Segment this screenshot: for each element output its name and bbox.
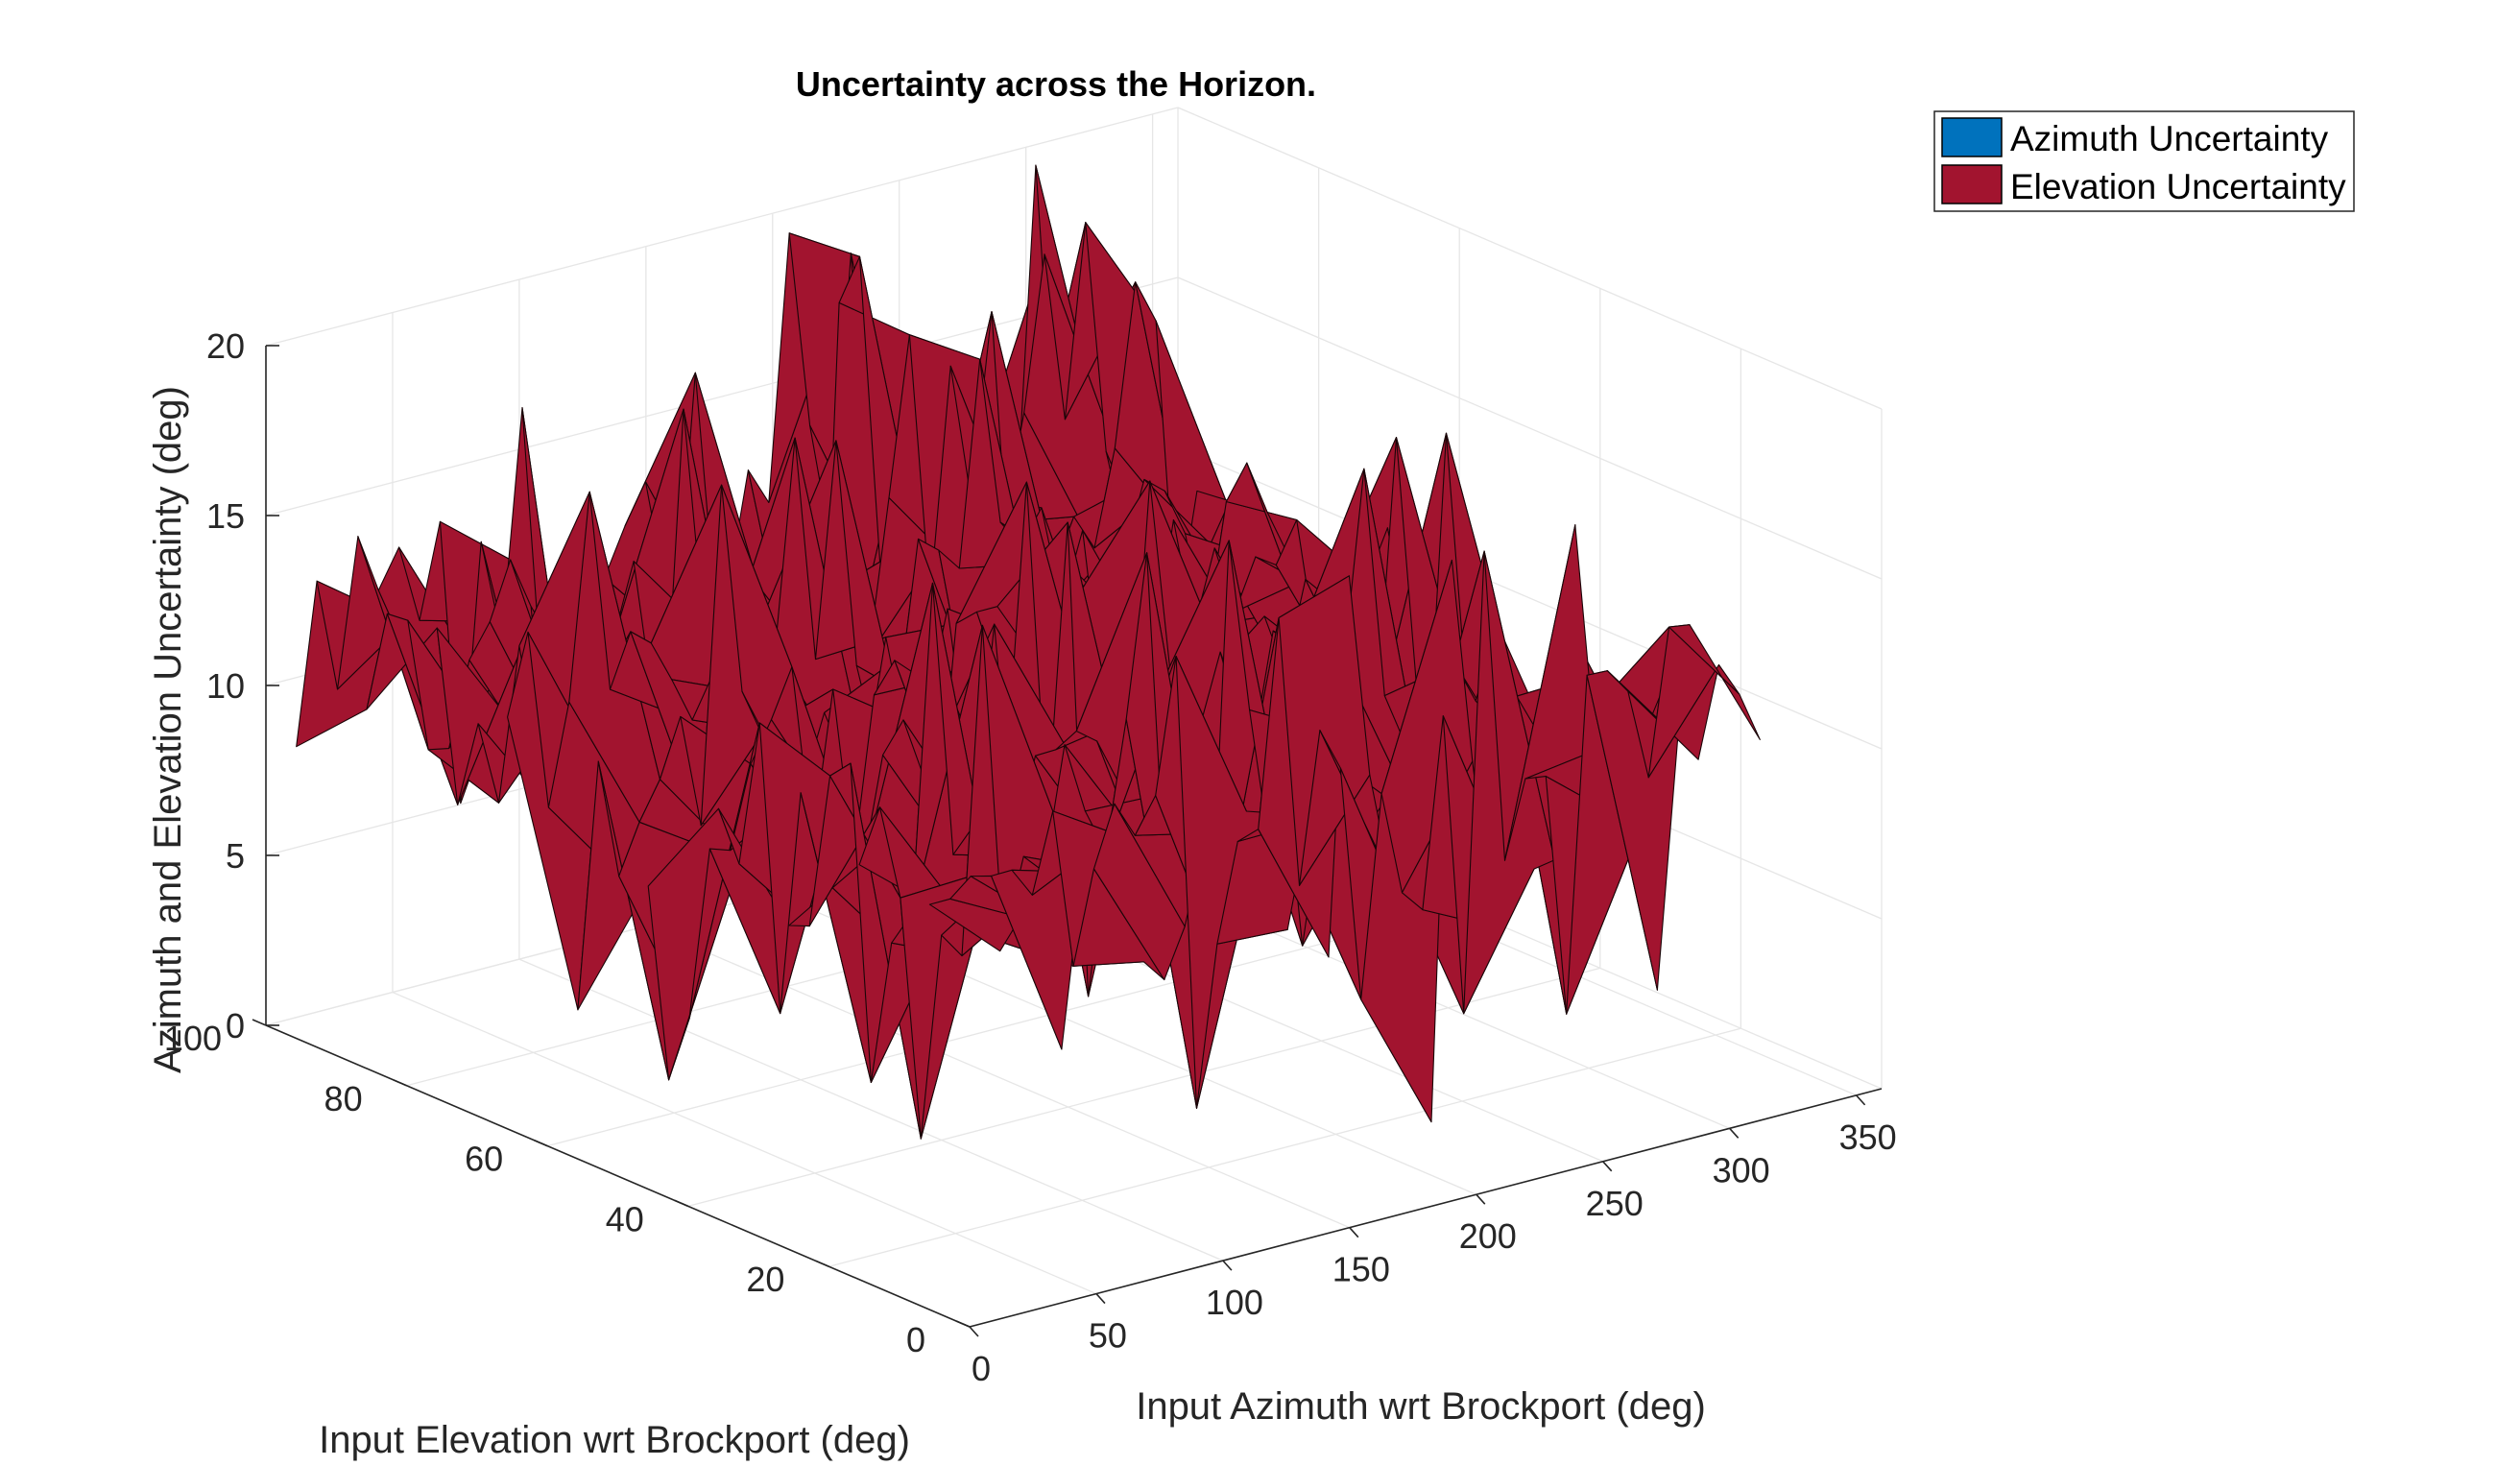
y-tick-label: 0 <box>906 1320 925 1359</box>
chart-title: Uncertainty across the Horizon. <box>796 64 1316 104</box>
z-tick-label: 10 <box>206 666 245 706</box>
grid-line-x-floor <box>645 925 1351 1229</box>
y-tick-mark <box>955 1320 971 1328</box>
x-tick-label: 250 <box>1586 1184 1644 1223</box>
x-tick-label: 50 <box>1089 1316 1127 1356</box>
x-tick-label: 100 <box>1206 1283 1263 1322</box>
y-axis-line <box>265 1024 971 1328</box>
grid-line-x-floor <box>392 991 1097 1295</box>
grid-line-y-floor <box>828 1027 1741 1267</box>
y-tick-mark <box>815 1260 829 1267</box>
y-tick-label: 80 <box>324 1079 363 1118</box>
x-tick-mark <box>1602 1161 1613 1172</box>
y-tick-mark <box>393 1079 407 1087</box>
y-tick-label: 40 <box>606 1199 644 1238</box>
x-tick-mark <box>1349 1227 1359 1238</box>
y-tick-label: 100 <box>164 1019 222 1058</box>
grid-line-z-side <box>1177 107 1883 410</box>
grid-line-z-side <box>1177 446 1883 750</box>
x-tick-label: 0 <box>972 1349 991 1388</box>
legend-label-azimuth: Azimuth Uncertainty <box>2010 119 2329 158</box>
legend-swatch-azimuth <box>1941 117 2003 157</box>
y-axis-label: Input Elevation wrt Brockport (deg) <box>319 1419 910 1461</box>
y-tick-mark <box>533 1139 548 1147</box>
grid-line-z-side <box>1177 276 1883 580</box>
z-tick-label: 0 <box>226 1006 245 1045</box>
x-axis-label: Input Azimuth wrt Brockport (deg) <box>1136 1385 1706 1428</box>
x-tick-label: 200 <box>1459 1216 1517 1256</box>
x-tick-mark <box>1476 1193 1486 1205</box>
surface-patch <box>1668 624 1761 740</box>
surface-plot <box>296 164 1761 1140</box>
x-tick-label: 350 <box>1839 1118 1897 1157</box>
x-tick-mark <box>1095 1293 1106 1305</box>
z-tick-label: 20 <box>206 326 245 366</box>
x-tick-label: 300 <box>1713 1150 1770 1190</box>
y-tick-mark <box>252 1019 267 1026</box>
y-tick-mark <box>674 1199 689 1208</box>
x-axis-line <box>969 1088 1883 1328</box>
x-tick-mark <box>1729 1127 1740 1139</box>
z-tick-label: 15 <box>206 496 245 536</box>
x-tick-mark <box>1222 1260 1233 1271</box>
legend-swatch-elevation <box>1941 164 2003 204</box>
grid-line-y-floor <box>687 967 1600 1208</box>
grid-line-x-floor <box>518 958 1224 1262</box>
z-tick-label: 5 <box>226 836 245 876</box>
y-tick-label: 60 <box>465 1140 503 1179</box>
legend-label-elevation: Elevation Uncertainty <box>2010 167 2346 206</box>
z-axis-label: Azimuth and Elevation Uncertainty (deg) <box>147 386 189 1073</box>
legend-box <box>1933 110 2355 212</box>
x-tick-mark <box>969 1326 979 1337</box>
legend: Azimuth Uncertainty Elevation Uncertaint… <box>1933 110 2355 212</box>
grid-line-z-back <box>265 107 1179 347</box>
y-tick-label: 20 <box>746 1260 784 1299</box>
grid-line-y-floor <box>547 906 1460 1147</box>
x-tick-mark <box>1856 1094 1866 1106</box>
x-tick-label: 150 <box>1332 1250 1390 1289</box>
